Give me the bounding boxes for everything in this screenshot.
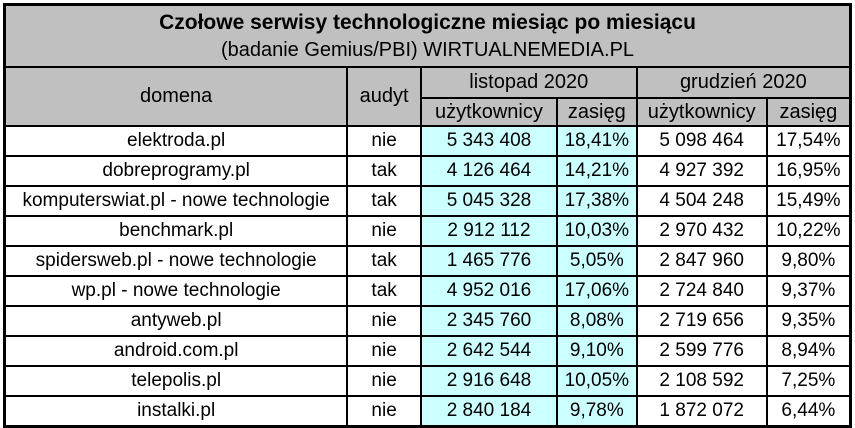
nov-users-cell: 5 045 328 bbox=[419, 185, 559, 217]
nov-users-cell: 4 952 016 bbox=[419, 275, 559, 307]
dec-users-cell: 2 970 432 bbox=[635, 215, 768, 247]
nov-reach-cell: 8,08% bbox=[556, 305, 638, 337]
audit-cell: nie bbox=[346, 395, 422, 427]
column-header-dec-reach: zasięg bbox=[765, 97, 852, 127]
nov-users-cell: 2 345 760 bbox=[419, 305, 559, 337]
table-row: elektroda.pl nie 5 343 408 18,41% 5 098 … bbox=[3, 125, 852, 157]
table-row: wp.pl - nowe technologie tak 4 952 016 1… bbox=[3, 275, 852, 307]
nov-users-cell: 2 912 112 bbox=[419, 215, 559, 247]
dec-reach-cell: 10,22% bbox=[765, 215, 852, 247]
table-title-cell: Czołowe serwisy technologiczne miesiąc p… bbox=[3, 3, 852, 68]
dec-reach-cell: 9,37% bbox=[765, 275, 852, 307]
table-row: komputerswiat.pl - nowe technologie tak … bbox=[3, 185, 852, 217]
audit-cell: tak bbox=[346, 155, 422, 187]
nov-reach-cell: 10,03% bbox=[556, 215, 638, 247]
nov-reach-cell: 10,05% bbox=[556, 365, 638, 397]
audit-cell: nie bbox=[346, 305, 422, 337]
nov-reach-cell: 14,21% bbox=[556, 155, 638, 187]
tech-services-table: Czołowe serwisy technologiczne miesiąc p… bbox=[3, 3, 852, 428]
domain-cell: dobreprogramy.pl bbox=[3, 155, 349, 187]
nov-reach-cell: 17,06% bbox=[556, 275, 638, 307]
table-row: antyweb.pl nie 2 345 760 8,08% 2 719 656… bbox=[3, 305, 852, 337]
table-body: elektroda.pl nie 5 343 408 18,41% 5 098 … bbox=[3, 125, 852, 427]
dec-users-cell: 2 719 656 bbox=[635, 305, 768, 337]
domain-cell: benchmark.pl bbox=[3, 215, 349, 247]
dec-reach-cell: 8,94% bbox=[765, 335, 852, 367]
dec-users-cell: 4 504 248 bbox=[635, 185, 768, 217]
domain-cell: elektroda.pl bbox=[3, 125, 349, 157]
nov-users-cell: 2 840 184 bbox=[419, 395, 559, 427]
header-sub-row: użytkownicy zasięg użytkownicy zasięg bbox=[5, 97, 852, 127]
column-header-nov-users: użytkownicy bbox=[419, 97, 559, 127]
dec-users-cell: 4 927 392 bbox=[635, 155, 768, 187]
page-subtitle: (badanie Gemius/PBI) WIRTUALNEMEDIA.PL bbox=[220, 39, 635, 61]
dec-reach-cell: 16,95% bbox=[765, 155, 852, 187]
column-header-dec-users: użytkownicy bbox=[635, 97, 768, 127]
dec-users-cell: 2 847 960 bbox=[635, 245, 768, 277]
dec-reach-cell: 9,80% bbox=[765, 245, 852, 277]
nov-reach-cell: 5,05% bbox=[556, 245, 638, 277]
domain-cell: instalki.pl bbox=[3, 395, 349, 427]
title-row: Czołowe serwisy technologiczne miesiąc p… bbox=[3, 3, 852, 68]
nov-users-cell: 5 343 408 bbox=[419, 125, 559, 157]
table-row: telepolis.pl nie 2 916 648 10,05% 2 108 … bbox=[3, 365, 852, 397]
nov-users-cell: 4 126 464 bbox=[419, 155, 559, 187]
domain-cell: android.com.pl bbox=[3, 335, 349, 367]
audit-cell: tak bbox=[346, 245, 422, 277]
header-group-row: domena audyt listopad 2020 grudzień 2020 bbox=[3, 66, 852, 127]
table-row: instalki.pl nie 2 840 184 9,78% 1 872 07… bbox=[3, 395, 852, 427]
domain-cell: komputerswiat.pl - nowe technologie bbox=[3, 185, 349, 217]
nov-users-cell: 1 465 776 bbox=[419, 245, 559, 277]
column-header-nov-reach: zasięg bbox=[556, 97, 638, 127]
table-row: android.com.pl nie 2 642 544 9,10% 2 599… bbox=[3, 335, 852, 367]
dec-users-cell: 2 599 776 bbox=[635, 335, 768, 367]
dec-reach-cell: 15,49% bbox=[765, 185, 852, 217]
dec-reach-cell: 7,25% bbox=[765, 365, 852, 397]
nov-reach-cell: 9,78% bbox=[556, 395, 638, 427]
audit-cell: nie bbox=[346, 335, 422, 367]
audit-cell: nie bbox=[346, 215, 422, 247]
dec-reach-cell: 9,35% bbox=[765, 305, 852, 337]
dec-users-cell: 2 108 592 bbox=[635, 365, 768, 397]
dec-reach-cell: 17,54% bbox=[765, 125, 852, 157]
domain-cell: wp.pl - nowe technologie bbox=[3, 275, 349, 307]
dec-users-cell: 5 098 464 bbox=[635, 125, 768, 157]
domain-cell: spidersweb.pl - nowe technologie bbox=[3, 245, 349, 277]
nov-reach-cell: 9,10% bbox=[556, 335, 638, 367]
column-group-november: listopad 2020 bbox=[419, 66, 638, 99]
column-header-domain: domena bbox=[3, 66, 349, 127]
audit-cell: nie bbox=[346, 125, 422, 157]
column-group-december: grudzień 2020 bbox=[635, 66, 852, 99]
nov-users-cell: 2 642 544 bbox=[419, 335, 559, 367]
dec-users-cell: 1 872 072 bbox=[635, 395, 768, 427]
column-header-audit: audyt bbox=[346, 66, 422, 127]
nov-reach-cell: 17,38% bbox=[556, 185, 638, 217]
domain-cell: antyweb.pl bbox=[3, 305, 349, 337]
table-row: dobreprogramy.pl tak 4 126 464 14,21% 4 … bbox=[3, 155, 852, 187]
nov-reach-cell: 18,41% bbox=[556, 125, 638, 157]
table-row: benchmark.pl nie 2 912 112 10,03% 2 970 … bbox=[3, 215, 852, 247]
page-title: Czołowe serwisy technologiczne miesiąc p… bbox=[159, 11, 696, 34]
audit-cell: tak bbox=[346, 185, 422, 217]
audit-cell: tak bbox=[346, 275, 422, 307]
table-row: spidersweb.pl - nowe technologie tak 1 4… bbox=[3, 245, 852, 277]
audit-cell: nie bbox=[346, 365, 422, 397]
domain-cell: telepolis.pl bbox=[3, 365, 349, 397]
nov-users-cell: 2 916 648 bbox=[419, 365, 559, 397]
dec-users-cell: 2 724 840 bbox=[635, 275, 768, 307]
dec-reach-cell: 6,44% bbox=[765, 395, 852, 427]
